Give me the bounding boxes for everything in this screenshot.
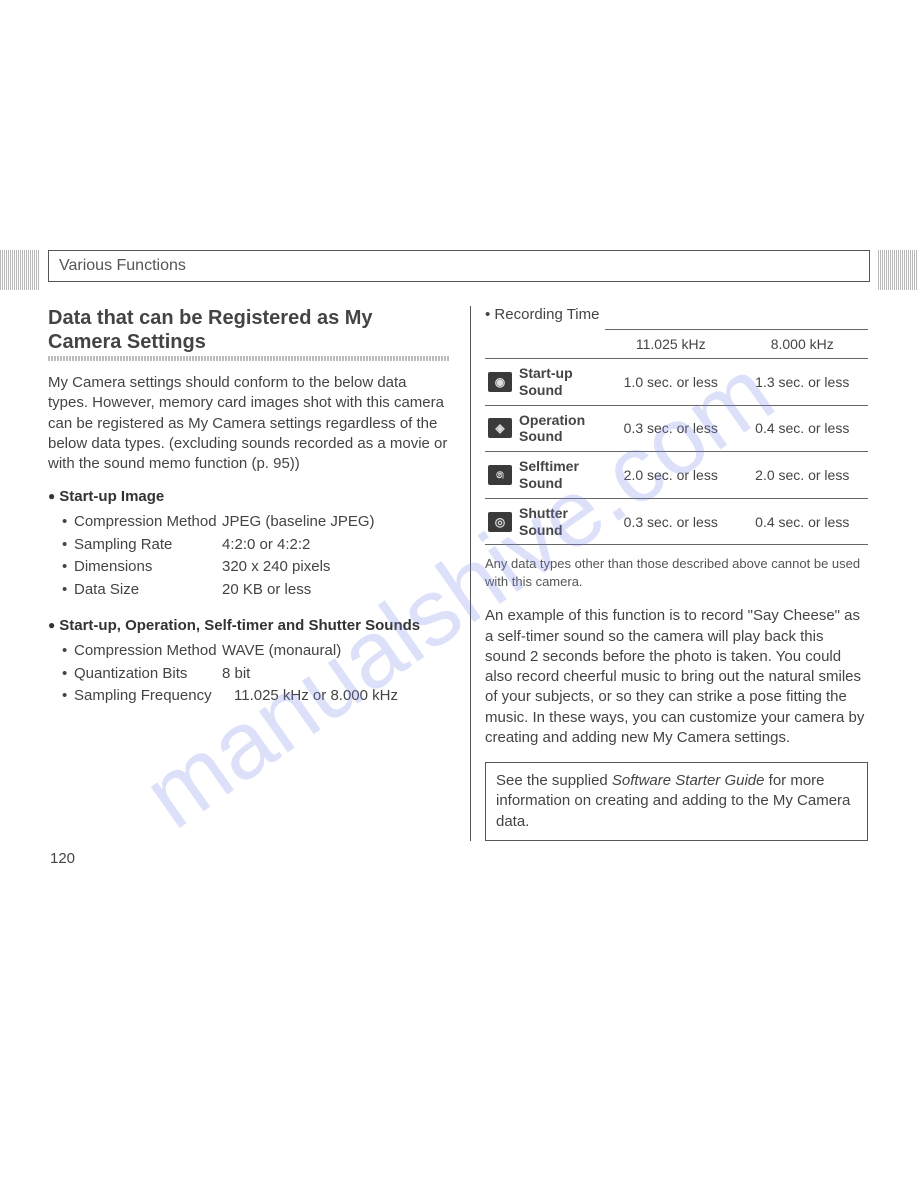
section-title: Data that can be Registered as My Camera… — [48, 306, 450, 354]
sound-icon: ෧ — [485, 452, 515, 499]
cell-value: 2.0 sec. or less — [605, 452, 737, 499]
spec-label: Quantization Bits — [74, 663, 222, 686]
sound-name: Shutter Sound — [515, 498, 605, 545]
recording-time-heading: Recording Time — [485, 306, 868, 323]
spec-label: Dimensions — [74, 556, 222, 579]
spec-value: 320 x 240 pixels — [222, 556, 450, 579]
page-content: Various Functions Data that can be Regis… — [48, 250, 870, 841]
cell-value: 1.3 sec. or less — [737, 359, 869, 406]
recording-time-table: 11.025 kHz 8.000 kHz ◉ Start-up Sound 1.… — [485, 329, 868, 545]
cell-value: 0.3 sec. or less — [605, 498, 737, 545]
cell-value: 0.4 sec. or less — [737, 405, 869, 452]
sounds-heading: Start-up, Operation, Self-timer and Shut… — [48, 617, 450, 634]
left-column: Data that can be Registered as My Camera… — [48, 306, 450, 841]
spec-row: •Compression MethodJPEG (baseline JPEG) — [62, 511, 450, 534]
table-row: ◈ Operation Sound 0.3 sec. or less 0.4 s… — [485, 405, 868, 452]
page-number: 120 — [50, 850, 75, 867]
cell-value: 0.3 sec. or less — [605, 405, 737, 452]
spec-row: •Data Size20 KB or less — [62, 579, 450, 602]
right-column: Recording Time 11.025 kHz 8.000 kHz ◉ St… — [470, 306, 868, 841]
info-box: See the supplied Software Starter Guide … — [485, 762, 868, 841]
col-header: 11.025 kHz — [605, 330, 737, 359]
sounds-specs: •Compression MethodWAVE (monaural) •Quan… — [48, 640, 450, 708]
table-row: ◉ Start-up Sound 1.0 sec. or less 1.3 se… — [485, 359, 868, 406]
spec-label: Sampling Rate — [74, 534, 222, 557]
spec-label: Data Size — [74, 579, 222, 602]
intro-paragraph: My Camera settings should conform to the… — [48, 373, 450, 474]
spec-value: 4:2:0 or 4:2:2 — [222, 534, 450, 557]
sound-name: Operation Sound — [515, 405, 605, 452]
spec-value: 8 bit — [222, 663, 450, 686]
spec-row: •Sampling Frequency11.025 kHz or 8.000 k… — [62, 685, 450, 708]
spec-label: Compression Method — [74, 640, 222, 663]
table-header-row: 11.025 kHz 8.000 kHz — [485, 330, 868, 359]
spec-value: JPEG (baseline JPEG) — [222, 511, 450, 534]
sound-icon: ◉ — [485, 359, 515, 406]
spec-value: WAVE (monaural) — [222, 640, 450, 663]
table-row: ◎ Shutter Sound 0.3 sec. or less 0.4 sec… — [485, 498, 868, 545]
startup-image-heading: Start-up Image — [48, 488, 450, 505]
spec-value: 11.025 kHz or 8.000 kHz — [234, 685, 450, 708]
spec-label: Sampling Frequency — [74, 685, 234, 708]
title-underline — [48, 356, 450, 361]
decorative-stripes-right — [878, 250, 918, 290]
spec-row: •Sampling Rate4:2:0 or 4:2:2 — [62, 534, 450, 557]
cell-value: 1.0 sec. or less — [605, 359, 737, 406]
info-italic: Software Starter Guide — [612, 772, 765, 789]
sound-icon: ◈ — [485, 405, 515, 452]
sound-icon: ◎ — [485, 498, 515, 545]
table-row: ෧ Selftimer Sound 2.0 sec. or less 2.0 s… — [485, 452, 868, 499]
spec-row: •Quantization Bits8 bit — [62, 663, 450, 686]
two-column-layout: Data that can be Registered as My Camera… — [48, 306, 870, 841]
chapter-header: Various Functions — [48, 250, 870, 282]
example-paragraph: An example of this function is to record… — [485, 606, 868, 748]
sound-name: Start-up Sound — [515, 359, 605, 406]
cell-value: 2.0 sec. or less — [737, 452, 869, 499]
spec-value: 20 KB or less — [222, 579, 450, 602]
sound-name: Selftimer Sound — [515, 452, 605, 499]
decorative-stripes-left — [0, 250, 40, 290]
cell-value: 0.4 sec. or less — [737, 498, 869, 545]
info-pre: See the supplied — [496, 772, 612, 789]
spec-label: Compression Method — [74, 511, 222, 534]
startup-image-specs: •Compression MethodJPEG (baseline JPEG) … — [48, 511, 450, 601]
col-header: 8.000 kHz — [737, 330, 869, 359]
spec-row: •Dimensions320 x 240 pixels — [62, 556, 450, 579]
chapter-label: Various Functions — [59, 257, 186, 274]
footnote-text: Any data types other than those describe… — [485, 555, 868, 590]
spec-row: •Compression MethodWAVE (monaural) — [62, 640, 450, 663]
